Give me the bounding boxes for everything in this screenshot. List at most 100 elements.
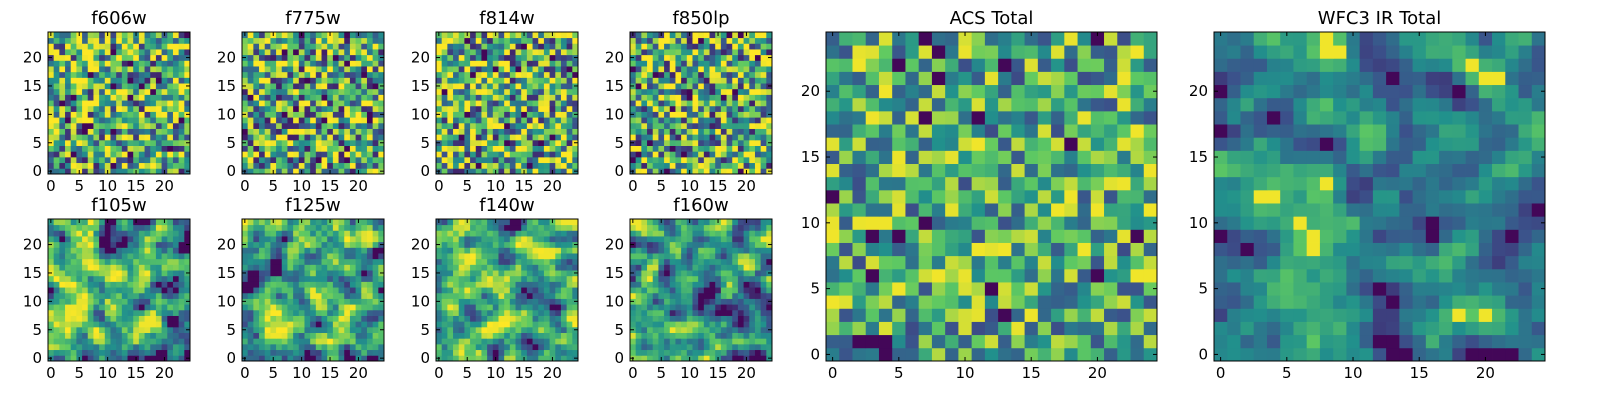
heatmap-cell (447, 168, 454, 175)
heatmap-cell (703, 326, 710, 333)
heatmap-cell (310, 145, 317, 152)
heatmap-cell (504, 49, 511, 56)
heatmap-cell (647, 145, 654, 152)
heatmap-cell (259, 219, 266, 226)
heatmap-cell (635, 134, 642, 141)
heatmap-cell (475, 162, 482, 169)
heatmap-cell (492, 287, 499, 294)
heatmap-cell (560, 66, 568, 73)
heatmap-cell (172, 145, 180, 152)
heatmap-cell (703, 111, 710, 118)
heatmap-cell (652, 281, 659, 288)
heatmap-cell (138, 349, 145, 356)
heatmap-cell (504, 309, 511, 316)
heatmap-cell (532, 241, 539, 248)
heatmap-cell (161, 253, 168, 260)
heatmap-cell (110, 100, 117, 107)
heatmap-cell (681, 100, 688, 107)
heatmap-cell (652, 32, 659, 39)
heatmap-cell (538, 292, 545, 299)
heatmap-cell (104, 241, 111, 248)
heatmap-cell (155, 230, 162, 237)
heatmap-cell (304, 54, 311, 61)
heatmap-cell (641, 83, 648, 90)
heatmap-cell (458, 37, 465, 44)
heatmap-cell (549, 281, 556, 288)
heatmap-cell (366, 355, 374, 362)
heatmap-cell (538, 298, 545, 305)
heatmap-cell (332, 94, 339, 101)
heatmap-cell (287, 304, 294, 311)
heatmap-cell (48, 315, 55, 322)
heatmap-cell (635, 60, 642, 67)
heatmap-cell (555, 241, 562, 248)
heatmap-cell (70, 145, 77, 152)
heatmap-cell (749, 111, 756, 118)
heatmap-cell (458, 54, 465, 61)
heatmap-cell (766, 94, 773, 101)
heatmap-cell (247, 134, 254, 141)
heatmap-cell (172, 60, 180, 67)
heatmap-cell (464, 49, 471, 56)
heatmap-cell (121, 287, 128, 294)
heatmap-cell (686, 326, 693, 333)
heatmap-cell (441, 304, 448, 311)
heatmap-cell (458, 105, 465, 112)
heatmap-cell (709, 275, 716, 282)
heatmap-cell (372, 343, 379, 351)
heatmap-cell (276, 32, 283, 39)
heatmap-cell (155, 321, 162, 328)
heatmap-cell (287, 60, 294, 67)
heatmap-cell (327, 77, 334, 84)
heatmap-cell (138, 241, 145, 248)
heatmap-cell (87, 247, 94, 254)
heatmap-cell (247, 292, 254, 299)
heatmap-cell (538, 264, 545, 271)
heatmap-cell (315, 117, 322, 124)
heatmap-cell (572, 236, 579, 243)
heatmap-cell (470, 94, 477, 101)
heatmap-cell (526, 315, 533, 322)
heatmap-cell (732, 298, 739, 305)
heatmap-cell (669, 332, 676, 339)
heatmap-cell (681, 43, 688, 50)
heatmap-cell (82, 219, 89, 226)
heatmap-cell (99, 49, 106, 56)
heatmap-cell (560, 145, 568, 152)
heatmap-cell (766, 321, 773, 328)
heatmap-cell (669, 349, 676, 356)
heatmap-cell (698, 281, 705, 288)
heatmap-cell (259, 134, 266, 141)
heatmap-cell (99, 349, 106, 356)
heatmap-cell (321, 236, 328, 243)
heatmap-cell (709, 94, 716, 101)
heatmap-cell (698, 326, 705, 333)
heatmap-cell (538, 83, 545, 90)
heatmap-cell (726, 321, 733, 328)
heatmap-cell (259, 94, 266, 101)
heatmap-cell (361, 349, 368, 356)
heatmap-cell (144, 77, 151, 84)
heatmap-cell (167, 88, 174, 95)
heatmap-cell (172, 321, 180, 328)
heatmap-cell (82, 309, 89, 316)
heatmap-cell (184, 60, 191, 67)
heatmap-cell (698, 309, 705, 316)
heatmap-cell (453, 287, 460, 294)
heatmap-cell (167, 264, 174, 271)
heatmap-cell (138, 60, 145, 67)
heatmap-cell (475, 117, 482, 124)
heatmap-cell (321, 224, 328, 231)
heatmap-cell (754, 162, 762, 169)
heatmap-cell (82, 287, 89, 294)
heatmap-cell (93, 321, 100, 328)
heatmap-cell (526, 145, 533, 152)
heatmap-cell (766, 332, 773, 339)
heatmap-cell (703, 60, 710, 67)
heatmap-cell (65, 343, 72, 351)
heatmap-cell (327, 94, 334, 101)
heatmap-cell (298, 321, 305, 328)
heatmap-cell (698, 343, 705, 351)
heatmap-cell (726, 117, 733, 124)
